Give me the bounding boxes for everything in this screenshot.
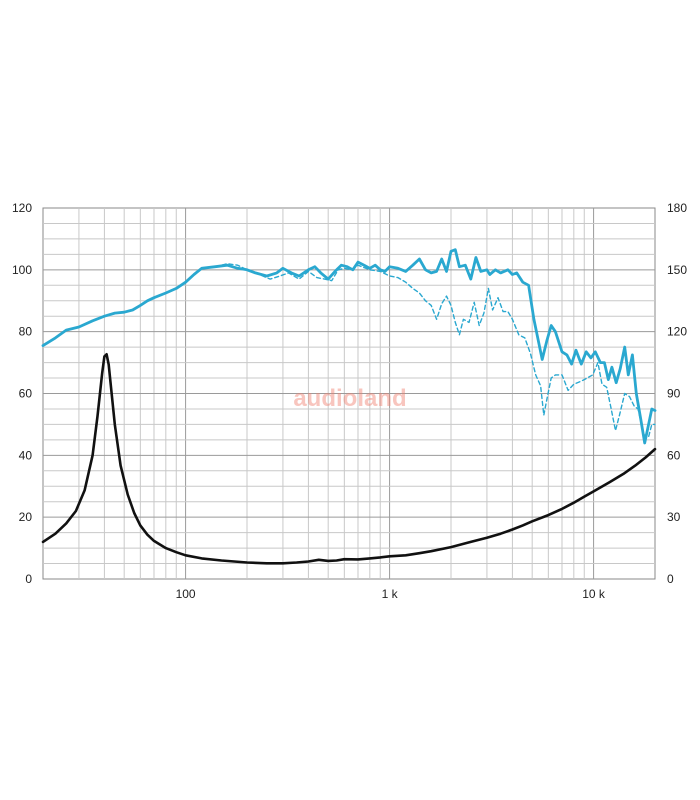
y-axis-left-labels: 0 20 40 60 80 100 120 [12,201,32,586]
y-left-tick-label: 120 [12,201,32,215]
x-tick-label: 10 k [582,587,606,601]
y-right-tick-label: 180 [667,201,687,215]
y-left-tick-label: 0 [25,572,32,586]
y-left-tick-label: 100 [12,263,32,277]
y-left-tick-label: 20 [19,510,33,524]
y-left-tick-label: 40 [19,448,33,462]
y-right-tick-label: 120 [667,325,687,339]
y-left-tick-label: 60 [19,387,33,401]
x-tick-label: 1 k [382,587,399,601]
series-line-black [41,353,657,565]
x-axis-labels: 100 1 k 10 k [176,587,606,601]
series-line-solid [41,248,657,445]
y-right-tick-label: 30 [667,510,681,524]
y-axis-right-labels: 0 30 60 90 120 150 180 [667,201,687,586]
y-right-tick-label: 60 [667,448,681,462]
y-right-tick-label: 150 [667,263,687,277]
y-right-tick-label: 90 [667,387,681,401]
series-layer [41,248,657,565]
audioland-logo: audioland [293,385,406,412]
watermark-text: audioland [293,385,406,412]
x-tick-label: 100 [176,587,196,601]
series-line-dashed [184,263,656,438]
y-right-tick-label: 0 [667,572,674,586]
y-left-tick-label: 80 [19,325,33,339]
